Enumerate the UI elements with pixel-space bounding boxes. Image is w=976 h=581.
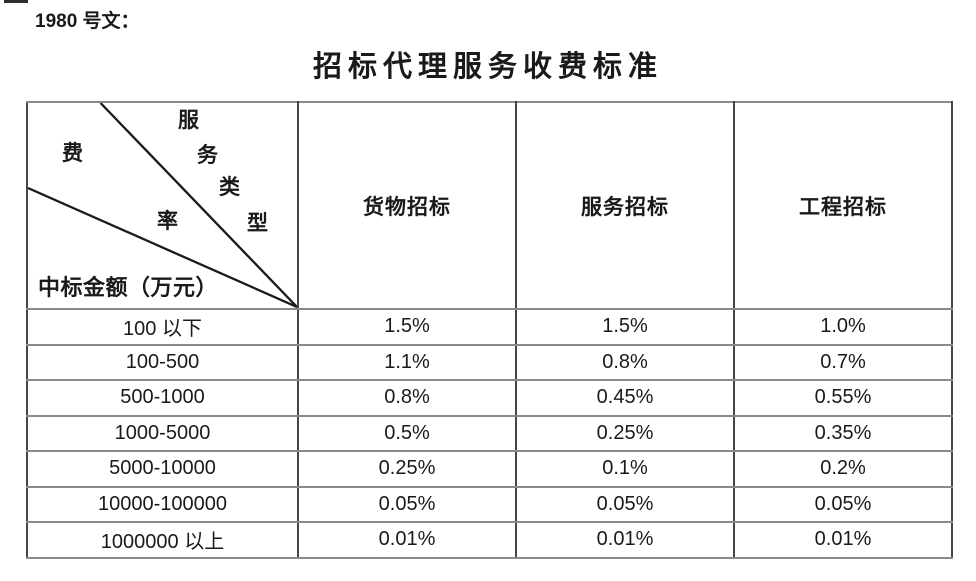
table-row: 100 以下 1.5% 1.5% 1.0% (26, 308, 953, 346)
table-row: 1000-5000 0.5% 0.25% 0.35% (26, 414, 953, 452)
service-type-label-char: 类 (219, 175, 240, 199)
service-type-label-char: 服 (178, 108, 199, 132)
table-row: 10000-100000 0.05% 0.05% 0.05% (26, 485, 953, 523)
amount-axis-label: 中标金额（万元） (38, 275, 219, 300)
col-header-works-bidding: 工程招标 (733, 101, 953, 310)
rate-cell: 1.5% (297, 308, 517, 346)
rate-cell: 1.1% (297, 343, 517, 381)
amount-range-cell: 1000000 以上 (26, 521, 299, 559)
col-header-goods-bidding: 货物招标 (297, 101, 517, 310)
rate-cell: 0.01% (515, 521, 735, 559)
service-type-label-char: 型 (247, 211, 268, 235)
fee-table: 费 率 服 务 类 型 中标金额（万元） 货物招标 服务招标 工程招标 100 … (26, 101, 953, 559)
page-title: 招标代理服务收费标准 (312, 51, 663, 83)
rate-cell: 0.25% (297, 450, 517, 488)
rate-cell: 0.8% (515, 343, 735, 381)
header-row: 费 率 服 务 类 型 中标金额（万元） 货物招标 服务招标 工程招标 (26, 101, 953, 310)
service-type-label-char: 务 (197, 143, 218, 167)
amount-range-cell: 5000-10000 (26, 450, 299, 488)
amount-range-cell: 100 以下 (26, 308, 299, 346)
amount-range-cell: 1000-5000 (26, 414, 299, 452)
fee-rate-label-char: 费 (62, 141, 83, 165)
rate-cell: 0.2% (733, 450, 953, 488)
fee-rate-label-char: 率 (157, 209, 178, 233)
amount-range-cell: 10000-100000 (26, 485, 299, 523)
rate-cell: 1.0% (733, 308, 953, 346)
corner-cell-content: 费 率 服 务 类 型 中标金额（万元） (28, 103, 297, 308)
table-row: 5000-10000 0.25% 0.1% 0.2% (26, 450, 953, 488)
rate-cell: 0.1% (515, 450, 735, 488)
rate-cell: 0.05% (515, 485, 735, 523)
rate-cell: 0.01% (733, 521, 953, 559)
rate-cell: 0.35% (733, 414, 953, 452)
scan-artifact (4, 0, 28, 3)
rate-cell: 0.05% (733, 485, 953, 523)
rate-cell: 0.5% (297, 414, 517, 452)
rate-cell: 0.25% (515, 414, 735, 452)
rate-cell: 1.5% (515, 308, 735, 346)
document-number: 1980 号文： (35, 11, 140, 32)
table-row: 100-500 1.1% 0.8% 0.7% (26, 343, 953, 381)
rate-cell: 0.01% (297, 521, 517, 559)
amount-range-cell: 500-1000 (26, 379, 299, 417)
corner-header-cell: 费 率 服 务 类 型 中标金额（万元） (26, 101, 299, 310)
diagonal-lines (28, 103, 297, 308)
rate-cell: 0.45% (515, 379, 735, 417)
rate-cell: 0.7% (733, 343, 953, 381)
rate-cell: 0.55% (733, 379, 953, 417)
rate-cell: 0.05% (297, 485, 517, 523)
table-row: 500-1000 0.8% 0.45% 0.55% (26, 379, 953, 417)
rate-cell: 0.8% (297, 379, 517, 417)
table-row: 1000000 以上 0.01% 0.01% 0.01% (26, 521, 953, 559)
col-header-service-bidding: 服务招标 (515, 101, 735, 310)
amount-range-cell: 100-500 (26, 343, 299, 381)
